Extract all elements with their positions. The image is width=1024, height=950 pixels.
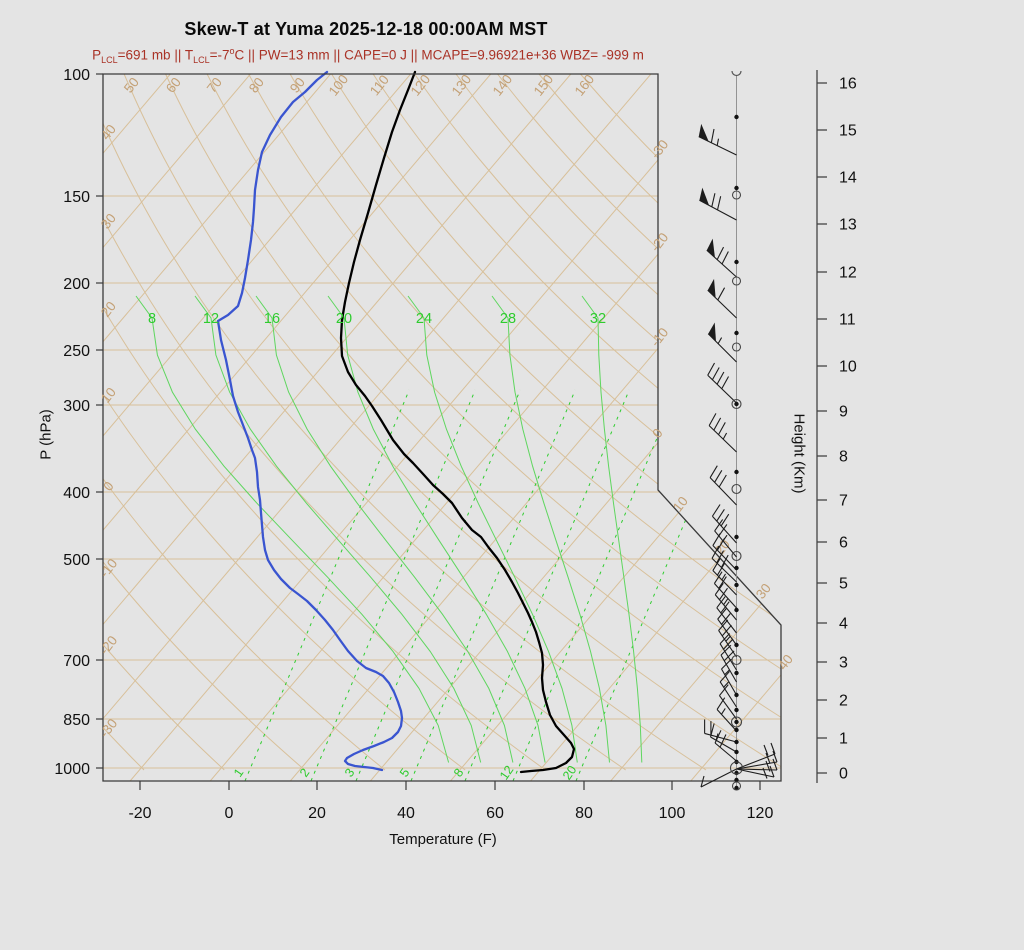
svg-text:2: 2 [839, 693, 848, 710]
svg-text:100: 100 [63, 67, 90, 84]
svg-text:-30: -30 [648, 137, 672, 162]
svg-text:150: 150 [63, 189, 90, 206]
svg-text:12: 12 [203, 311, 219, 327]
temperature-curve [339, 70, 576, 774]
y-axis-title: P (hPa) [37, 409, 55, 460]
svg-text:500: 500 [63, 552, 90, 569]
svg-text:-10: -10 [648, 325, 672, 350]
svg-text:40: 40 [775, 652, 796, 673]
svg-text:20: 20 [336, 311, 352, 327]
svg-text:8: 8 [148, 311, 156, 327]
svg-text:10: 10 [670, 494, 691, 515]
sounding-curves [216, 70, 576, 774]
svg-text:40: 40 [98, 122, 119, 143]
svg-text:60: 60 [163, 75, 184, 96]
svg-text:20: 20 [712, 537, 733, 558]
svg-text:60: 60 [486, 805, 504, 822]
svg-text:4: 4 [839, 616, 848, 633]
wind-barb-column [698, 70, 778, 791]
svg-text:8: 8 [839, 449, 848, 466]
svg-text:80: 80 [246, 75, 267, 96]
svg-text:300: 300 [63, 398, 90, 415]
svg-text:20: 20 [560, 763, 579, 782]
grid-labels: 50 60 70 80 90 100 110 120 130 140 150 160403020100… [97, 72, 796, 741]
svg-text:120: 120 [747, 805, 774, 822]
svg-text:12: 12 [497, 763, 516, 782]
svg-text:110: 110 [367, 72, 392, 98]
svg-text:0: 0 [225, 805, 234, 822]
svg-text:850: 850 [63, 712, 90, 729]
svg-text:9: 9 [839, 404, 848, 421]
svg-text:32: 32 [590, 311, 606, 327]
svg-text:400: 400 [63, 485, 90, 502]
svg-text:100: 100 [659, 805, 686, 822]
svg-text:13: 13 [839, 217, 857, 234]
svg-text:80: 80 [575, 805, 593, 822]
x-axis-title: Temperature (F) [389, 831, 497, 848]
svg-text:10: 10 [839, 359, 857, 376]
svg-text:30: 30 [753, 581, 774, 602]
svg-text:28: 28 [500, 311, 516, 327]
svg-text:16: 16 [839, 76, 857, 93]
svg-text:90: 90 [287, 75, 308, 96]
svg-text:-20: -20 [128, 805, 151, 822]
svg-text:70: 70 [204, 75, 225, 96]
svg-text:5: 5 [839, 576, 848, 593]
svg-text:0: 0 [839, 766, 848, 783]
svg-text:3: 3 [839, 655, 848, 672]
height-axis-title: Height (Km) [790, 413, 808, 494]
svg-text:700: 700 [63, 653, 90, 670]
svg-text:150: 150 [531, 72, 557, 99]
chart-title: Skew-T at Yuma 2025-12-18 00:00AM MST [184, 19, 548, 39]
svg-text:1000: 1000 [54, 761, 90, 778]
svg-text:16: 16 [264, 311, 280, 327]
svg-text:130: 130 [449, 72, 475, 99]
svg-text:-30: -30 [97, 716, 121, 741]
svg-text:1: 1 [839, 731, 848, 748]
svg-text:140: 140 [490, 72, 516, 99]
svg-text:12: 12 [839, 265, 857, 282]
svg-text:-20: -20 [97, 633, 121, 658]
svg-text:-10: -10 [97, 556, 121, 581]
svg-text:20: 20 [98, 299, 119, 320]
moist-adiabat-labels: 8 12 16 20 24 28 321 2 3 5 8 12 20 [148, 311, 606, 782]
dewpoint-curve [216, 70, 404, 772]
chart-subtitle: PLCL=691 mb || TLCL=-7oC || PW=13 mm || … [92, 46, 644, 66]
grid-lines [103, 74, 781, 781]
svg-text:7: 7 [839, 493, 848, 510]
svg-text:15: 15 [839, 123, 857, 140]
svg-text:160: 160 [572, 72, 598, 99]
svg-text:30: 30 [98, 211, 119, 232]
svg-text:14: 14 [839, 170, 857, 187]
svg-text:250: 250 [63, 343, 90, 360]
svg-text:24: 24 [416, 311, 432, 327]
svg-text:40: 40 [397, 805, 415, 822]
svg-text:-20: -20 [648, 230, 672, 255]
svg-text:10: 10 [98, 385, 119, 406]
svg-text:50: 50 [121, 75, 142, 96]
svg-text:200: 200 [63, 276, 90, 293]
svg-text:20: 20 [308, 805, 326, 822]
svg-text:11: 11 [839, 312, 856, 329]
svg-text:6: 6 [839, 535, 848, 552]
plot-frame [102, 73, 782, 782]
